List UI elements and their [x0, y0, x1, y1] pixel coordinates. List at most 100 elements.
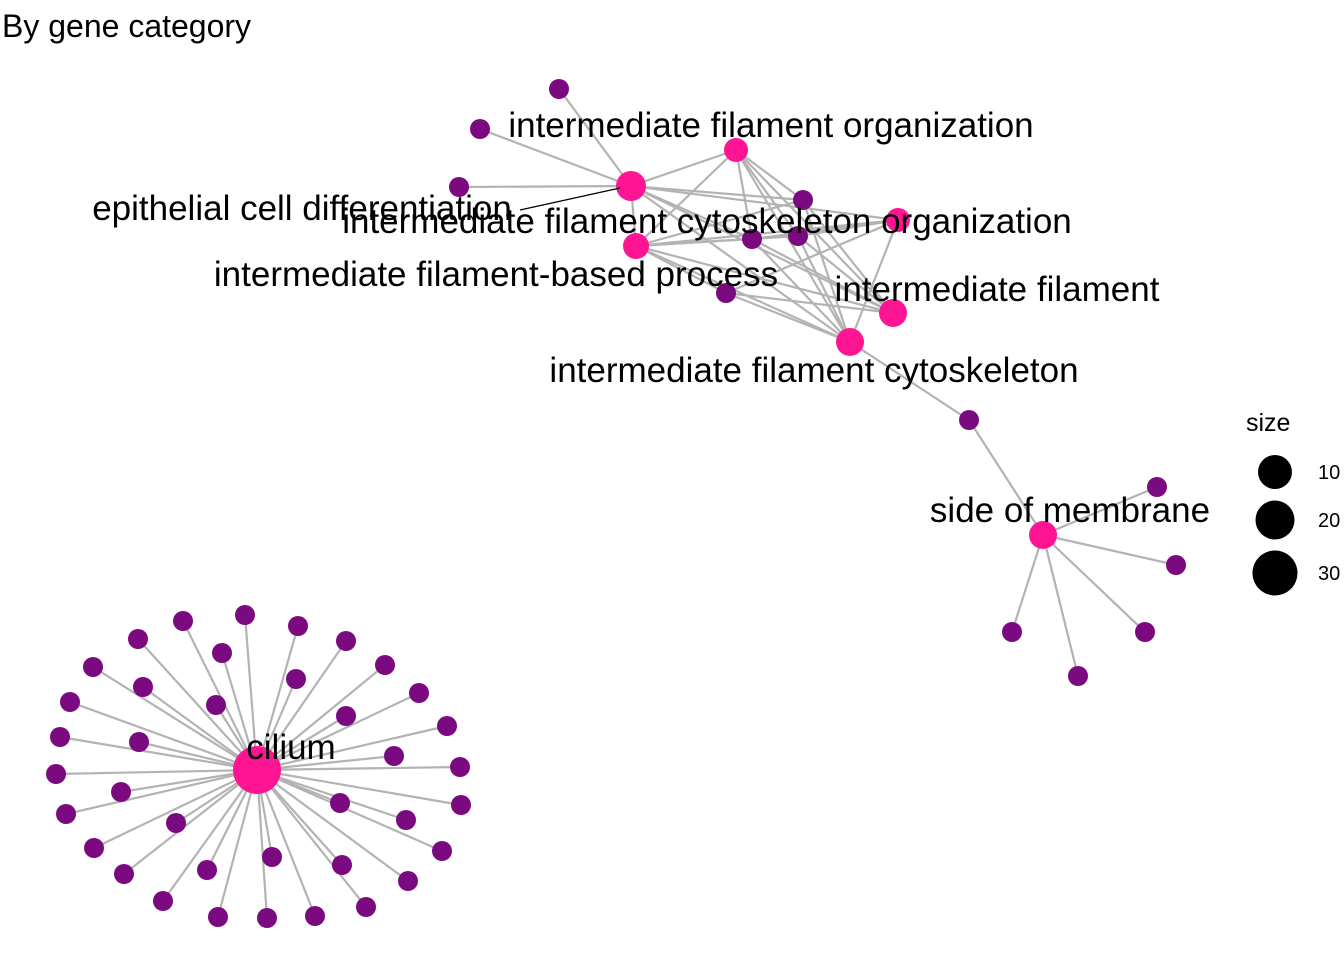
category-label-ecd: epithelial cell differentiation	[92, 189, 512, 228]
category-node-som	[1029, 521, 1057, 549]
category-node-ifc	[836, 328, 864, 356]
network-edge	[751, 238, 894, 314]
category-label-ifo: intermediate filament organization	[508, 106, 1033, 145]
cilium-edge	[137, 638, 258, 771]
network-edge	[630, 184, 899, 222]
legend-dot-20	[1255, 500, 1295, 540]
gene-node	[46, 764, 66, 784]
gene-node	[788, 226, 808, 246]
category-node-ifco	[886, 208, 910, 232]
network-edge	[1042, 534, 1146, 633]
gene-node	[153, 891, 173, 911]
gene-node	[129, 732, 149, 752]
gene-node	[50, 727, 70, 747]
gene-node	[451, 795, 471, 815]
category-node-ifbp	[623, 233, 649, 259]
network-edge	[751, 218, 899, 241]
network-edge	[751, 238, 851, 343]
cilium-edge	[256, 768, 407, 822]
cilium-edge	[256, 692, 420, 771]
cilium-edge	[255, 769, 269, 919]
network-edge	[458, 184, 632, 189]
gene-node	[1068, 666, 1088, 686]
gene-node	[83, 657, 103, 677]
cilium-edge	[255, 769, 317, 917]
gene-node	[336, 706, 356, 726]
gene-node	[959, 410, 979, 430]
gene-node	[1135, 622, 1155, 642]
gene-node	[1166, 555, 1186, 575]
network-edge	[797, 235, 894, 314]
legend-label-20: 20	[1318, 510, 1340, 532]
gene-node	[396, 810, 416, 830]
edge-layer	[55, 88, 1177, 919]
network-edge	[734, 149, 754, 240]
cilium-edge	[256, 724, 448, 772]
size-legend: size 10 20 30	[1246, 409, 1340, 596]
cilium-edge	[65, 768, 258, 816]
network-edge	[725, 291, 851, 344]
gene-node	[257, 908, 277, 928]
category-node-ifo	[724, 138, 748, 162]
network-edge	[1041, 534, 1080, 677]
gene-node	[450, 757, 470, 777]
network-edge	[797, 235, 851, 343]
gene-node	[197, 860, 217, 880]
network-edge	[801, 199, 852, 343]
cilium-edge	[182, 620, 258, 771]
label-leader-line	[519, 187, 621, 211]
gene-node	[356, 897, 376, 917]
gene-node	[305, 906, 325, 926]
cilium-edge	[69, 700, 258, 772]
gene-node	[742, 229, 762, 249]
cilium-edge	[256, 768, 443, 853]
network-edge	[635, 198, 804, 248]
network-edge	[1010, 534, 1045, 633]
cilium-edge	[256, 765, 461, 772]
gene-node	[206, 695, 226, 715]
network-edge	[848, 219, 900, 343]
category-node-layer	[233, 138, 1057, 794]
category-label-ifc: intermediate filament cytoskeleton	[549, 351, 1078, 390]
network-edge	[968, 419, 1044, 536]
gene-node	[375, 655, 395, 675]
gene-node	[449, 177, 469, 197]
network-edge	[479, 127, 632, 188]
cilium-edge	[256, 664, 386, 771]
network-edge	[630, 148, 737, 188]
cilium-edge	[59, 735, 258, 772]
network-edge	[725, 218, 899, 295]
gene-node	[208, 907, 228, 927]
cilium-edge	[256, 769, 409, 882]
category-label-som: side of membrane	[930, 491, 1210, 530]
gene-node	[793, 190, 813, 210]
gene-node	[262, 847, 282, 867]
gene-node	[128, 629, 148, 649]
label-layer: intermediate filament organization epithe…	[92, 106, 1210, 767]
gene-node	[235, 605, 255, 625]
network-edge	[1042, 485, 1158, 537]
category-label-ifco: intermediate filament cytoskeleton organ…	[342, 202, 1072, 241]
legend-dot-30	[1252, 550, 1298, 596]
network-edge	[735, 149, 799, 237]
cilium-edge	[255, 625, 300, 771]
gene-node	[409, 683, 429, 703]
network-edge	[849, 341, 970, 421]
gene-node	[470, 119, 490, 139]
cilium-edge	[123, 769, 258, 875]
category-label-cil: cilium	[246, 728, 335, 767]
cilium-edge	[256, 769, 367, 908]
gene-node	[332, 855, 352, 875]
network-edge	[630, 184, 804, 202]
gene-node	[60, 692, 80, 712]
network-edge	[1042, 533, 1177, 567]
category-label-ifbp: intermediate filament-based process	[214, 255, 778, 294]
gene-node	[288, 616, 308, 636]
cilium-edge	[243, 614, 259, 771]
gene-node	[84, 838, 104, 858]
gene-node	[286, 669, 306, 689]
network-edge	[735, 149, 851, 343]
gene-node	[173, 611, 193, 631]
gene-node-layer	[46, 79, 1186, 928]
